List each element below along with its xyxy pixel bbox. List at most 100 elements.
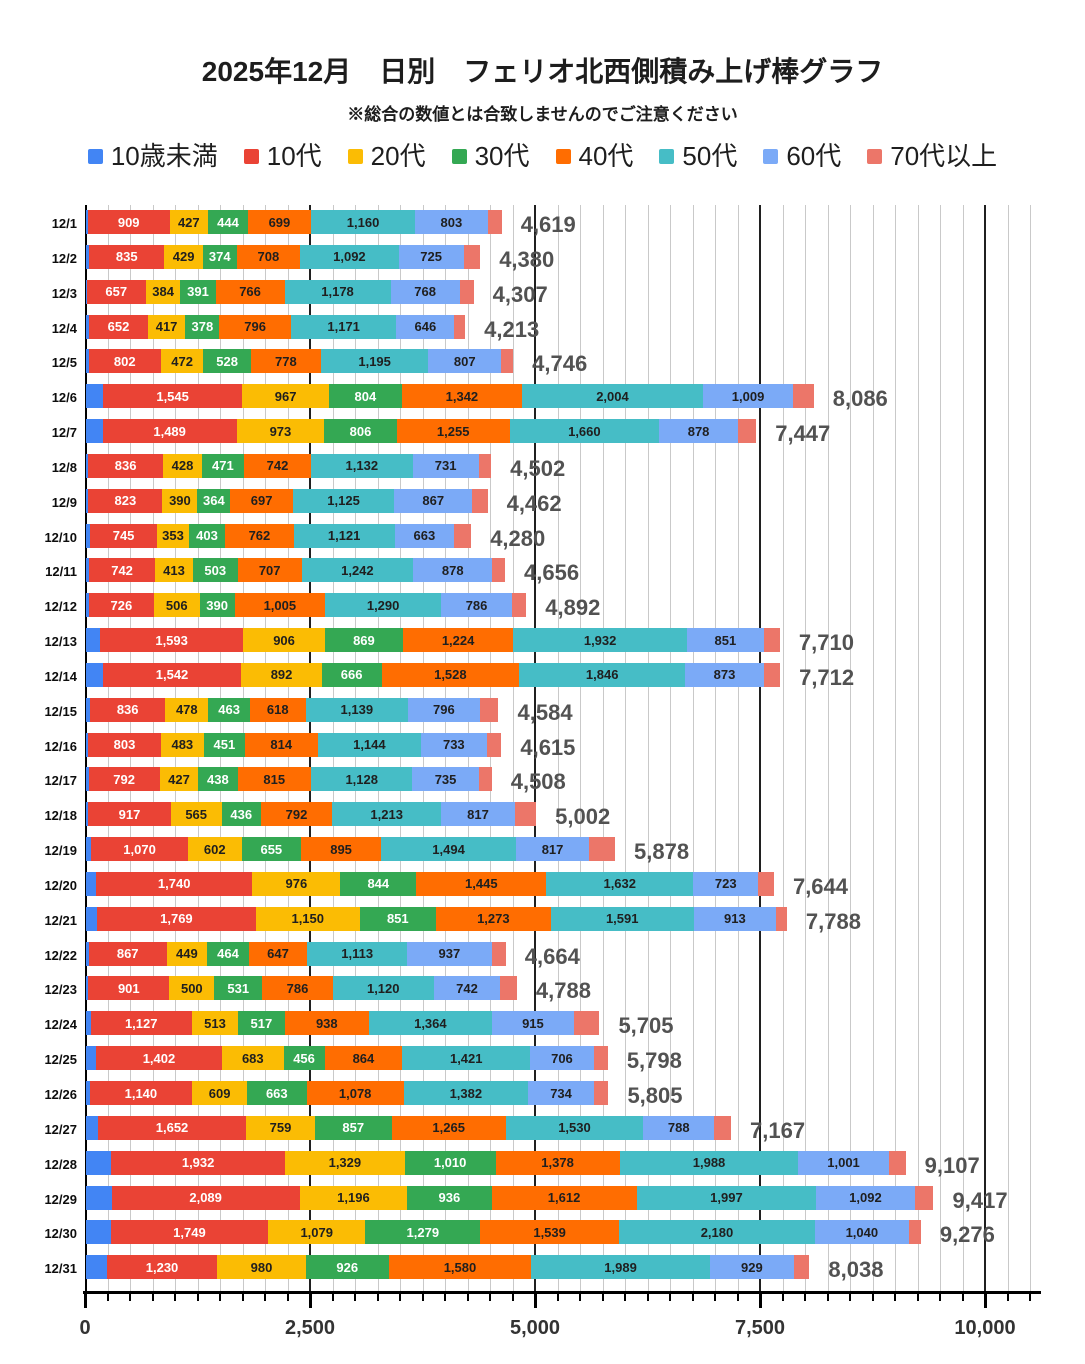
segment-value-label: 796	[433, 702, 455, 718]
stacked-bar: 803 483 451 814 1,144 733	[86, 732, 502, 757]
bar-segment-50代: 1,632	[546, 871, 694, 896]
bar-segment-70代以上	[463, 244, 481, 269]
bar-segment-70代以上	[758, 871, 774, 896]
bar-total-label: 4,584	[517, 699, 573, 725]
bar-segment-40代: 1,528	[381, 662, 520, 687]
segment-value-label: 444	[217, 214, 239, 230]
bar-segment-20代: 428	[163, 453, 202, 478]
bar-segment-20代: 500	[169, 976, 215, 1001]
row-date-label: 12/6	[51, 390, 77, 406]
segment-value-label: 733	[442, 737, 465, 753]
bar-segment-60代: 646	[396, 314, 455, 339]
bar-segment-10代: 792	[88, 767, 160, 792]
segment-value-label: 823	[114, 493, 137, 509]
bar-segment-10代: 1,932	[111, 1150, 286, 1175]
legend-item: 60代	[763, 143, 841, 169]
bar-segment-20代: 1,150	[256, 906, 360, 931]
stacked-bar: 726 506 390 1,005 1,290 786	[86, 593, 527, 618]
x-axis-minor-tick	[1029, 1291, 1031, 1301]
bar-segment-30代: 666	[321, 662, 382, 687]
row-date-label: 12/1	[51, 216, 77, 231]
x-axis-tick-label: 5,000	[509, 1317, 561, 1339]
bar-segment-60代: 735	[412, 767, 479, 792]
bar-segment-40代: 1,078	[306, 1081, 404, 1105]
bar-segment-50代: 1,120	[332, 976, 434, 1001]
segment-value-label: 937	[438, 946, 461, 962]
bar-segment-50代: 1,846	[519, 662, 686, 687]
bar-total-label: 4,892	[545, 595, 601, 621]
segment-value-label: 735	[434, 771, 457, 787]
segment-value-label: 1,740	[157, 876, 191, 892]
bar-segment-70代以上	[574, 1011, 600, 1036]
segment-value-label: 1,402	[142, 1050, 176, 1066]
bar-segment-10代: 1,402	[95, 1046, 223, 1071]
segment-value-label: 1,196	[337, 1190, 370, 1206]
bar-segment-60代: 1,001	[798, 1150, 889, 1175]
segment-value-label: 909	[117, 214, 140, 230]
bar-segment-40代: 1,580	[388, 1255, 532, 1280]
row-date-label: 12/5	[51, 355, 77, 371]
segment-value-label: 417	[155, 319, 178, 335]
row-date-label: 12/21	[44, 912, 77, 928]
segment-value-label: 867	[422, 493, 445, 509]
stacked-bar: 1,542 892 666 1,528 1,846 873	[86, 662, 780, 687]
segment-value-label: 734	[550, 1085, 572, 1101]
segment-value-label: 483	[171, 737, 194, 753]
segment-value-label: 973	[269, 423, 292, 439]
segment-value-label: 1,421	[449, 1050, 483, 1066]
segment-value-label: 1,364	[414, 1015, 447, 1031]
segment-value-label: 1,279	[406, 1224, 440, 1240]
row-date-label: 12/20	[44, 877, 77, 893]
row-date-label: 12/13	[44, 634, 77, 650]
stacked-bar: 2,089 1,196 936 1,612 1,997 1,092	[86, 1185, 934, 1210]
bar-segment-20代: 427	[159, 767, 199, 792]
bar-segment-10代: 1,542	[102, 662, 242, 687]
bar-segment-20代: 1,079	[268, 1220, 366, 1245]
row-date-label: 12/31	[44, 1261, 77, 1277]
bar-segment-30代: 869	[324, 628, 404, 653]
minor-gridline	[602, 205, 604, 1292]
segment-value-label: 857	[342, 1120, 365, 1136]
minor-gridline	[917, 205, 919, 1292]
segment-value-label: 429	[172, 249, 195, 265]
stacked-bar: 917 565 436 792 1,213 817	[86, 802, 537, 827]
bar-segment-70代以上	[486, 732, 502, 757]
segment-value-label: 663	[413, 528, 436, 544]
bar-segment-40代: 766	[215, 279, 285, 304]
legend-color-swatch	[659, 148, 675, 164]
bar-segment-30代: 936	[407, 1185, 492, 1210]
legend-label: 70代以上	[890, 141, 998, 171]
segment-value-label: 391	[187, 284, 209, 300]
bar-segment-30代: 517	[238, 1011, 285, 1036]
x-axis-minor-tick	[241, 1291, 244, 1301]
legend-color-swatch	[763, 148, 779, 164]
segment-value-label: 723	[714, 876, 737, 892]
segment-value-label: 792	[113, 771, 135, 787]
segment-value-label: 565	[185, 806, 208, 822]
bar-segment-20代: 478	[165, 697, 209, 722]
bar-segment-20代: 384	[145, 279, 181, 304]
x-axis-minor-tick	[556, 1291, 559, 1301]
segment-value-label: 786	[286, 980, 309, 996]
segment-value-label: 1,213	[370, 806, 403, 822]
bar-segment-50代: 1,997	[636, 1185, 817, 1210]
minor-gridline	[625, 205, 626, 1292]
segment-value-label: 666	[340, 667, 363, 683]
legend-color-swatch	[867, 148, 883, 164]
segment-value-label: 1,009	[731, 388, 765, 404]
segment-value-label: 1,265	[432, 1120, 465, 1136]
bar-segment-10代: 1,593	[99, 628, 244, 653]
bar-segment-60代: 788	[643, 1115, 715, 1140]
segment-value-label: 2,089	[189, 1190, 222, 1206]
bar-segment-60代: 1,092	[816, 1185, 915, 1210]
segment-value-label: 1,139	[340, 702, 374, 718]
bar-segment-60代: 706	[530, 1046, 594, 1071]
minor-gridline	[1030, 205, 1031, 1292]
legend-label: 10歳未満	[110, 141, 218, 171]
segment-value-label: 647	[267, 946, 289, 962]
segment-value-label: 609	[208, 1085, 231, 1101]
segment-value-label: 436	[230, 806, 253, 822]
bar-segment-50代: 1,989	[531, 1255, 711, 1280]
segment-value-label: 1,932	[583, 632, 617, 648]
bar-segment-40代: 699	[247, 210, 311, 234]
